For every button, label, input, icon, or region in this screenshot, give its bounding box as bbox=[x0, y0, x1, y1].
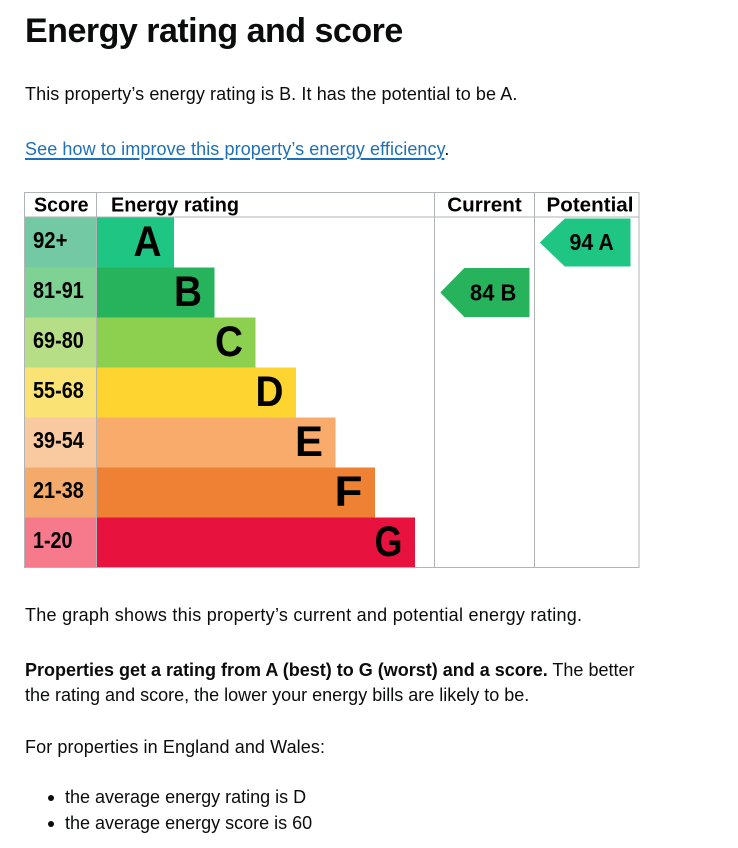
svg-text:C: C bbox=[215, 319, 243, 366]
svg-text:D: D bbox=[256, 369, 284, 416]
svg-text:Current: Current bbox=[448, 193, 523, 216]
svg-text:1-20: 1-20 bbox=[33, 527, 73, 553]
svg-text:Potential: Potential bbox=[547, 193, 634, 216]
svg-text:B: B bbox=[174, 269, 202, 316]
svg-text:21-38: 21-38 bbox=[33, 477, 84, 503]
svg-text:94 A: 94 A bbox=[570, 229, 614, 255]
svg-text:A: A bbox=[134, 219, 162, 266]
svg-text:E: E bbox=[295, 419, 323, 466]
svg-text:55-68: 55-68 bbox=[33, 377, 84, 403]
svg-text:81-91: 81-91 bbox=[33, 277, 84, 303]
svg-text:Score: Score bbox=[34, 193, 89, 216]
svg-text:Energy rating: Energy rating bbox=[111, 193, 239, 216]
svg-text:G: G bbox=[375, 519, 403, 566]
svg-text:84 B: 84 B bbox=[470, 279, 516, 305]
svg-text:92+: 92+ bbox=[33, 227, 68, 253]
svg-text:39-54: 39-54 bbox=[33, 427, 84, 453]
svg-text:F: F bbox=[335, 469, 363, 516]
svg-text:69-80: 69-80 bbox=[33, 327, 84, 353]
